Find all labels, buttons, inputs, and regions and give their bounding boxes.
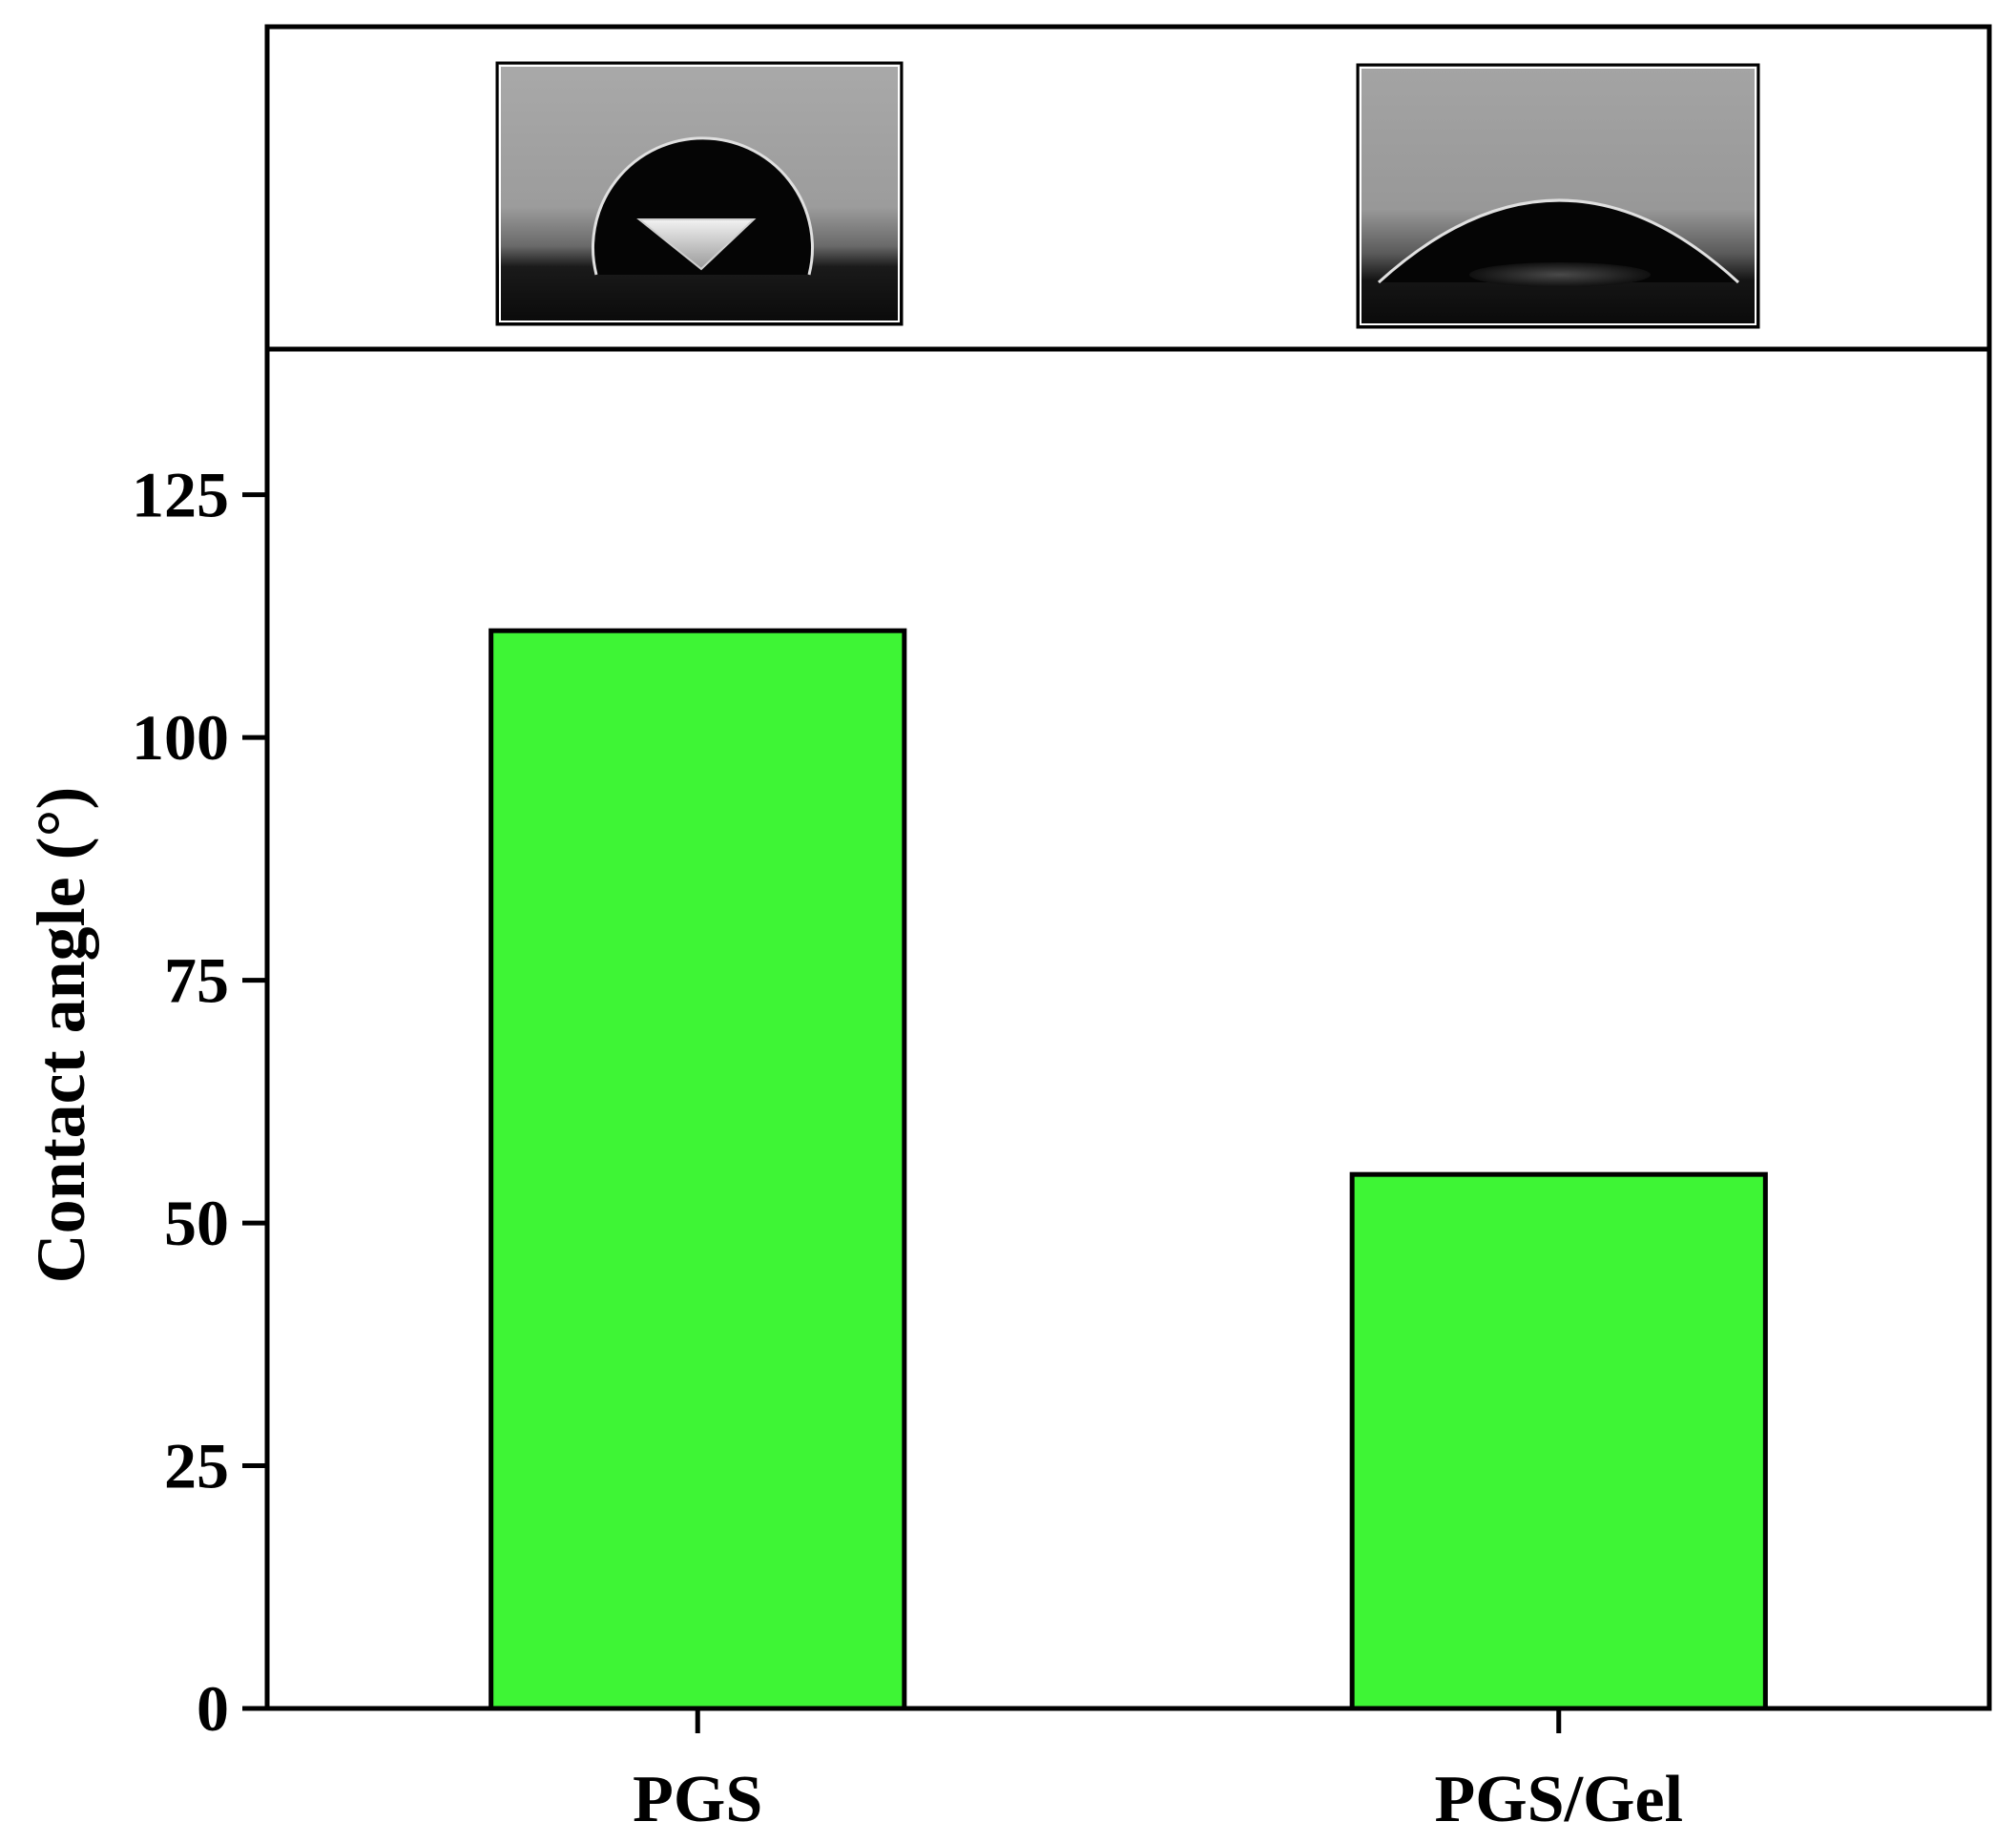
y-tick-label: 75 — [164, 944, 229, 1017]
x-tick-label: PGS/Gel — [1434, 1763, 1683, 1836]
droplet-photo-pgs — [495, 61, 904, 326]
plot-frame — [264, 346, 1992, 1711]
bars — [488, 628, 1768, 1711]
y-tick-label: 0 — [197, 1672, 229, 1745]
y-tick-label: 25 — [164, 1430, 229, 1502]
x-axis-ticks: PGS PGS/Gel — [633, 1708, 1683, 1836]
y-tick-label: 125 — [132, 459, 229, 531]
droplet-photo-pgs-gel — [1356, 63, 1760, 329]
y-tick-label: 100 — [132, 701, 229, 774]
inset-panel — [264, 24, 1992, 352]
bar-pgs — [488, 628, 907, 1711]
y-axis-title: Contact angle (°) — [23, 787, 99, 1284]
bar-pgs-gel — [1349, 1171, 1768, 1711]
x-tick-label: PGS — [633, 1763, 762, 1836]
y-axis-ticks: 0 25 50 75 100 125 — [132, 459, 267, 1745]
y-tick-label: 50 — [164, 1187, 229, 1259]
plot-area: 0 25 50 75 100 125 PGS PGS/Gel Contact angle (… — [23, 346, 1992, 1836]
